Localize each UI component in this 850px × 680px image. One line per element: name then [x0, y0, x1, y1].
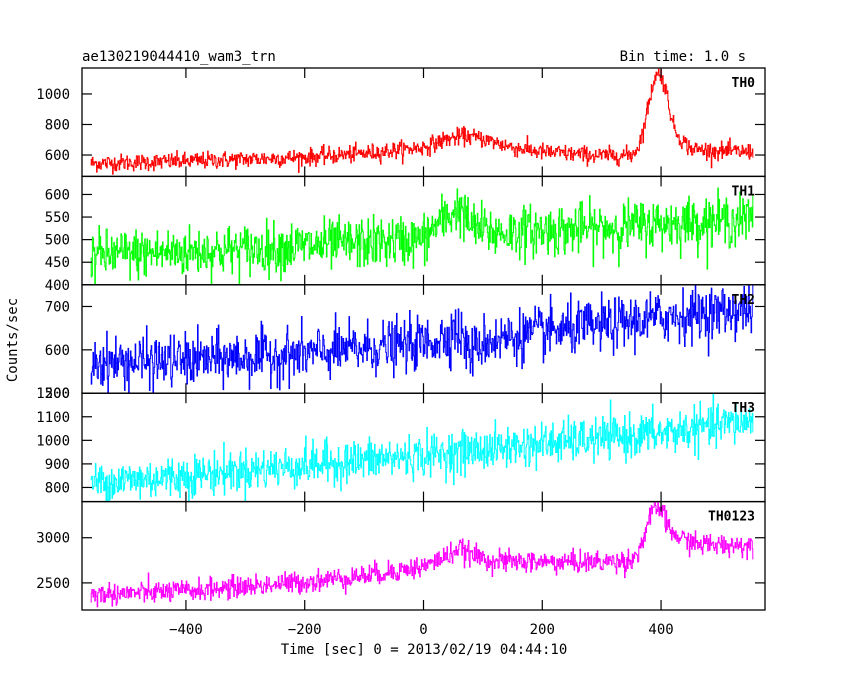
- panel-th0: 600 800 1000 TH0: [36, 67, 766, 178]
- panel-frame: [81, 67, 766, 178]
- y-tick-label: 2500: [36, 576, 70, 592]
- panel-label-th0123: TH0123: [708, 510, 755, 525]
- y-tick-label: 1100: [36, 410, 70, 426]
- bin-time-label: Bin time: 1.0 s: [620, 49, 746, 65]
- y-tick-label: 550: [45, 210, 70, 226]
- x-tick-label: −400: [169, 622, 203, 638]
- panel-label-th2: TH2: [732, 293, 755, 308]
- y-tick-label: 700: [45, 299, 70, 315]
- panel-th1: 400 450 500 550 600 TH1: [45, 175, 766, 294]
- series-th0: [90, 68, 754, 175]
- series-th2: [90, 284, 754, 394]
- y-tick-label: 1200: [36, 386, 70, 402]
- y-tick-label: 1000: [36, 87, 70, 103]
- y-axis-label: Counts/sec: [5, 298, 21, 382]
- series-th1: [90, 187, 754, 285]
- x-axis: −400 −200 0 200 400: [169, 622, 674, 638]
- y-tick-label: 600: [45, 187, 70, 203]
- y-tick-label: 450: [45, 255, 70, 271]
- y-tick-label: 500: [45, 233, 70, 249]
- y-tick-label: 600: [45, 148, 70, 164]
- y-tick-label: 3000: [36, 531, 70, 547]
- y-tick-label: 900: [45, 457, 70, 473]
- chart-title: ae130219044410_wam3_trn: [82, 49, 276, 65]
- panel-th2: 500 600 700 TH2: [45, 284, 766, 402]
- x-axis-label: Time [sec] 0 = 2013/02/19 04:44:10: [281, 642, 568, 658]
- panel-th0123: 2500 3000 TH0123: [36, 500, 766, 611]
- x-tick-label: 0: [419, 622, 427, 638]
- y-tick-label: 500: [45, 386, 70, 402]
- x-tick-label: −200: [288, 622, 322, 638]
- panel-label-th3: TH3: [732, 401, 755, 416]
- series-th0123: [90, 501, 754, 608]
- panel-th3: 800 900 1000 1100 1200 TH3: [36, 386, 766, 503]
- x-tick-label: 200: [530, 622, 555, 638]
- y-tick-label: 800: [45, 117, 70, 133]
- series-th3: [90, 393, 754, 502]
- panel-frame: [81, 500, 766, 611]
- y-tick-label: 800: [45, 480, 70, 496]
- y-tick-label: 1000: [36, 433, 70, 449]
- panel-label-th0: TH0: [732, 76, 756, 91]
- panel-label-th1: TH1: [732, 184, 756, 199]
- x-tick-label: 400: [648, 622, 673, 638]
- y-tick-label: 600: [45, 343, 70, 359]
- y-tick-label: 400: [45, 278, 70, 294]
